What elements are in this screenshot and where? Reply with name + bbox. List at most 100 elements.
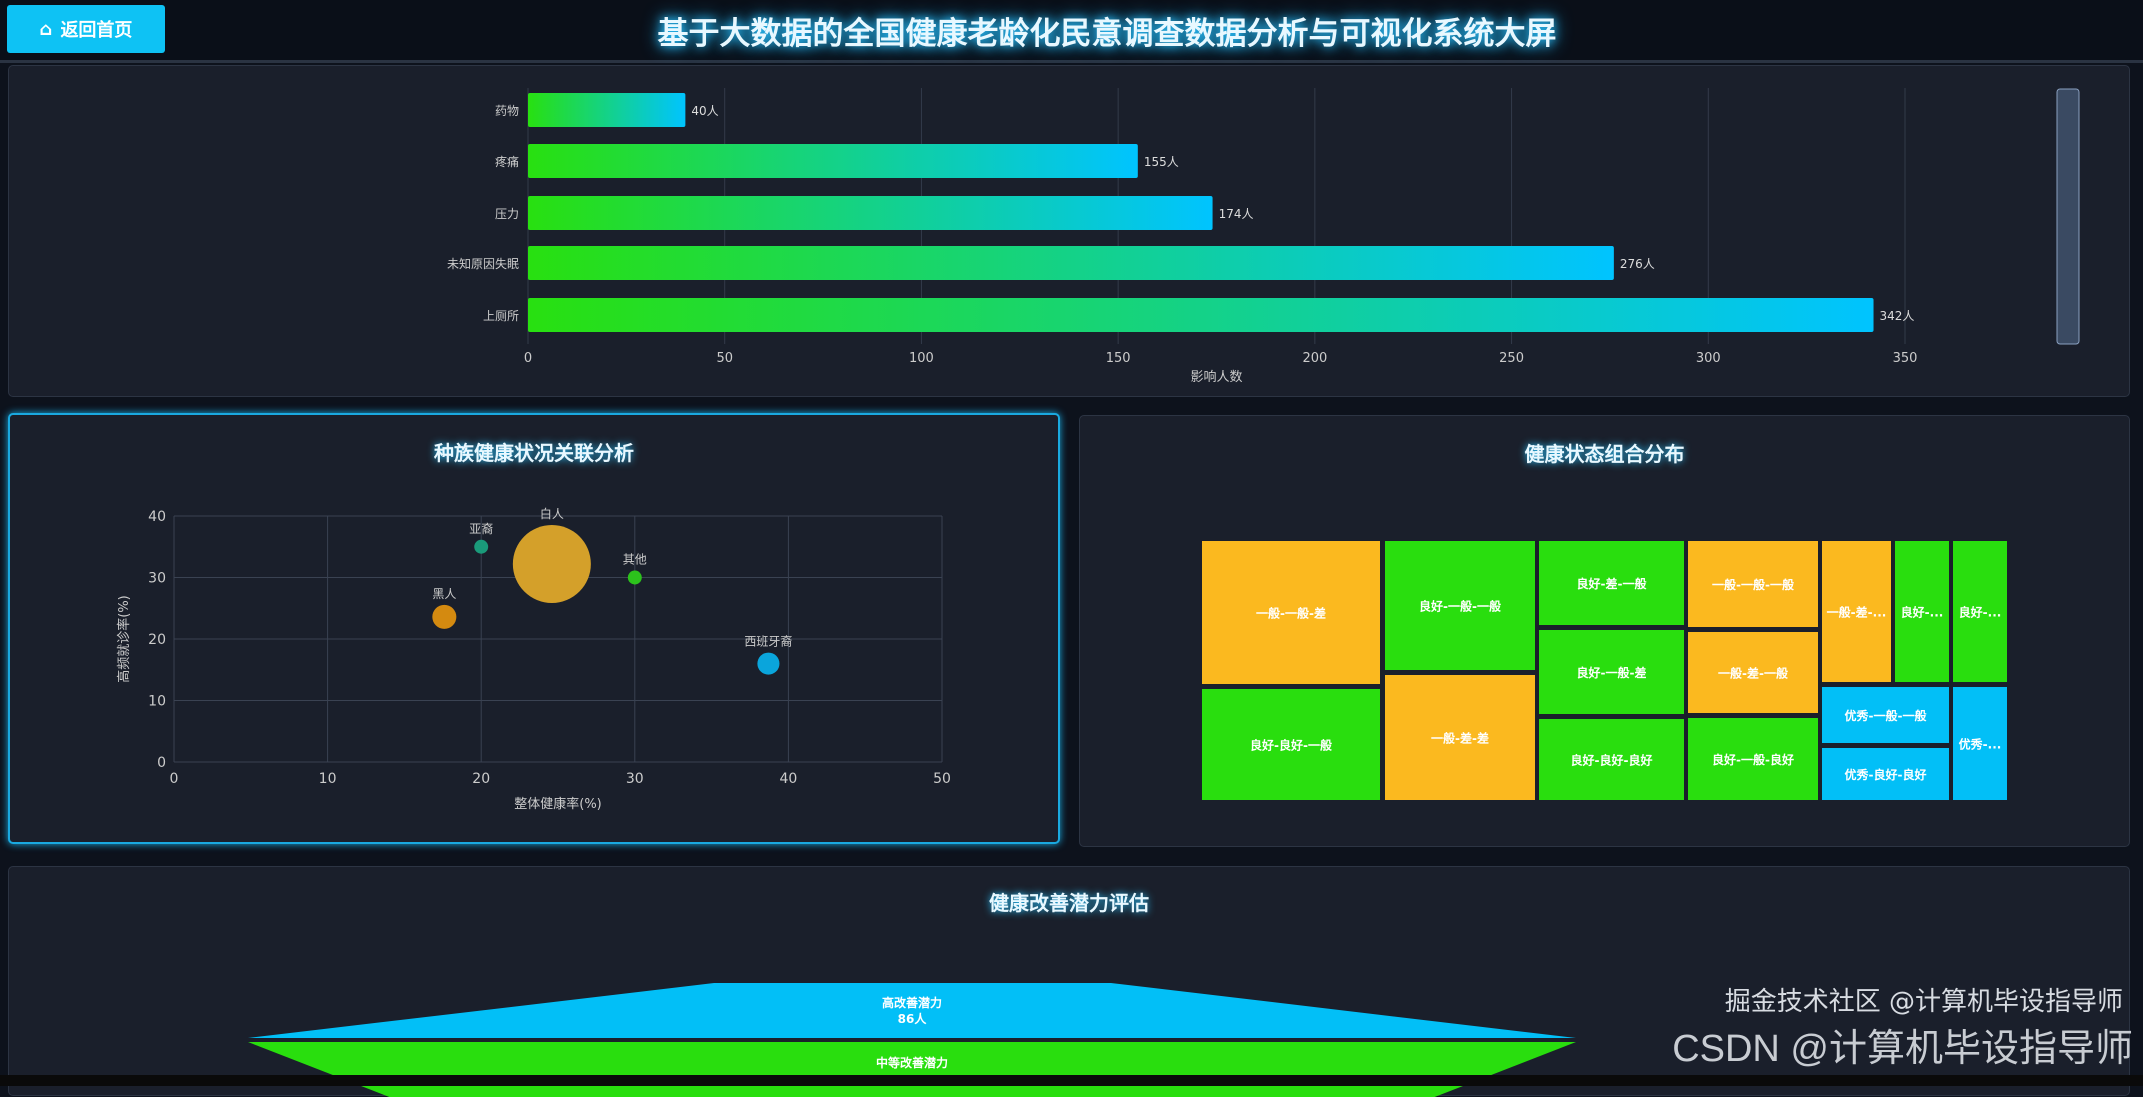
watermark-csdn: CSDN @计算机毕设指导师 <box>1672 1028 2133 1070</box>
y-tick-label: 40 <box>148 509 166 525</box>
bubble <box>432 604 457 629</box>
bubble <box>627 570 642 585</box>
home-button[interactable]: ⌂ 返回首页 <box>7 5 165 53</box>
treemap-cell-label: 良好-良好-良好 <box>1571 753 1653 768</box>
bubble-label: 亚裔 <box>469 521 493 536</box>
scatter-chart: 0 10 20 30 40 50 0 10 20 30 40 整体健康率(%) 高频就诊率(%) 亚裔 白人… <box>116 506 951 812</box>
y-tick-label: 0 <box>157 755 166 771</box>
x-tick-label: 50 <box>933 771 951 787</box>
treemap-cell-label: 良好-良好-一般 <box>1250 738 1332 753</box>
bar-chart-panel: 0 50 100 150 200 250 300 350 影响人数 药物 40人疼痛 155人压力 17… <box>8 65 2130 397</box>
scatter-panel: 种族健康状况关联分析 0 10 20 30 40 50 0 10 20 30 40 整体健康率(%) 高… <box>8 413 1060 844</box>
page-title: 基于大数据的全国健康老龄化民意调查数据分析与可视化系统大屏 <box>657 16 1557 52</box>
x-tick-label: 40 <box>779 771 797 787</box>
treemap-cell[interactable] <box>1202 689 1380 800</box>
x-tick-label: 300 <box>1696 351 1721 366</box>
treemap-cell-label: 一般-差-... <box>1827 605 1887 620</box>
y-tick-label: 10 <box>148 694 166 710</box>
data-label: 174人 <box>1219 207 1254 221</box>
treemap-title: 健康状态组合分布 <box>1524 442 1685 466</box>
treemap-cell[interactable] <box>1895 541 1949 682</box>
bubble-label: 黑人 <box>432 587 456 601</box>
funnel-title: 健康改善潜力评估 <box>989 891 1149 915</box>
x-tick-label: 100 <box>909 351 934 366</box>
treemap-cell-label: 一般-差-一般 <box>1718 666 1788 681</box>
treemap-cell-label: 良好-一般-一般 <box>1419 599 1501 614</box>
category-label: 上厕所 <box>483 309 519 323</box>
x-tick-label: 150 <box>1106 351 1131 366</box>
treemap-cell-label: 良好-一般-良好 <box>1712 752 1794 767</box>
x-tick-label: 30 <box>626 771 644 787</box>
treemap-cell[interactable] <box>1688 632 1818 713</box>
category-label: 压力 <box>495 207 519 221</box>
bar <box>528 144 1138 178</box>
watermark-juejin: 掘金技术社区 @计算机毕设指导师 <box>1724 987 2123 1017</box>
treemap-cell-label: 优秀-... <box>1959 737 2002 752</box>
treemap-cell[interactable] <box>1688 718 1818 800</box>
treemap-cell-label: 优秀-一般-一般 <box>1845 708 1927 723</box>
bottom-bar <box>0 1075 2143 1086</box>
bubble-label: 西班牙裔 <box>744 634 792 649</box>
header: ⌂ 返回首页 基于大数据的全国健康老龄化民意调查数据分析与可视化系统大屏 <box>0 0 2143 63</box>
treemap-cell-label: 一般-一般-一般 <box>1712 577 1794 592</box>
y-tick-label: 20 <box>148 632 166 648</box>
x-tick-label: 50 <box>716 351 733 366</box>
data-label: 342人 <box>1880 309 1915 323</box>
treemap-cell-label: 良好-差-一般 <box>1577 576 1647 591</box>
treemap-cell[interactable] <box>1822 541 1891 682</box>
home-button-label: 返回首页 <box>60 20 133 41</box>
x-tick-label: 0 <box>524 351 532 366</box>
category-label: 药物 <box>495 104 519 118</box>
treemap-cell[interactable] <box>1539 719 1684 800</box>
data-label: 155人 <box>1144 155 1179 169</box>
x-axis-label: 影响人数 <box>1190 369 1242 385</box>
home-icon: ⌂ <box>39 18 53 40</box>
scatter-title: 种族健康状况关联分析 <box>434 441 634 465</box>
treemap-cell[interactable] <box>1385 541 1535 670</box>
treemap-cell[interactable] <box>1953 541 2007 682</box>
bubble <box>512 524 591 603</box>
y-axis-label: 高频就诊率(%) <box>116 595 132 683</box>
funnel-stage-value: 86人 <box>898 1011 928 1026</box>
bubble-label: 其他 <box>623 553 647 567</box>
x-tick-label: 20 <box>472 771 490 787</box>
treemap-cell[interactable] <box>1822 687 1949 743</box>
x-tick-label: 0 <box>170 771 179 787</box>
funnel-stage-label: 高改善潜力 <box>882 995 942 1010</box>
treemap-cell[interactable] <box>1539 541 1684 625</box>
treemap-cell-label: 良好-... <box>1901 605 1944 620</box>
data-label: 276人 <box>1620 257 1655 271</box>
funnel-stage-label: 中等改善潜力 <box>876 1055 948 1070</box>
treemap-cell-label: 一般-一般-差 <box>1256 606 1326 621</box>
treemap-cell[interactable] <box>1822 748 1949 800</box>
bubble <box>757 652 780 675</box>
datazoom-slider[interactable] <box>2056 88 2080 345</box>
x-tick-label: 10 <box>319 771 337 787</box>
treemap-cell[interactable] <box>1953 687 2007 800</box>
bar <box>528 246 1614 280</box>
treemap-cell[interactable] <box>1539 630 1684 714</box>
treemap-cell-label: 优秀-良好-良好 <box>1845 767 1927 782</box>
bar <box>528 93 686 127</box>
treemap-cell[interactable] <box>1385 675 1535 800</box>
treemap-cell-label: 良好-一般-差 <box>1577 665 1647 680</box>
x-tick-label: 200 <box>1302 351 1327 366</box>
bar <box>528 298 1874 332</box>
treemap-cell-label: 良好-... <box>1959 605 2002 620</box>
bubble <box>474 539 489 554</box>
treemap-panel: 健康状态组合分布 一般-一般-差 良好-良好-一般 良好-一般-一般 一般-差-差 良好… <box>1079 415 2130 847</box>
treemap-cell-label: 一般-差-差 <box>1431 731 1489 746</box>
x-tick-label: 250 <box>1499 351 1524 366</box>
y-tick-label: 30 <box>148 571 166 587</box>
data-label: 40人 <box>691 104 718 118</box>
funnel-stage-high <box>248 983 1576 1038</box>
bubble-label: 白人 <box>540 506 564 521</box>
treemap-cell[interactable] <box>1202 541 1380 684</box>
treemap-cell[interactable] <box>1688 541 1818 627</box>
x-axis-label: 整体健康率(%) <box>514 796 602 812</box>
category-label: 疼痛 <box>495 154 519 169</box>
x-tick-label: 350 <box>1893 351 1918 366</box>
bar <box>528 196 1213 230</box>
